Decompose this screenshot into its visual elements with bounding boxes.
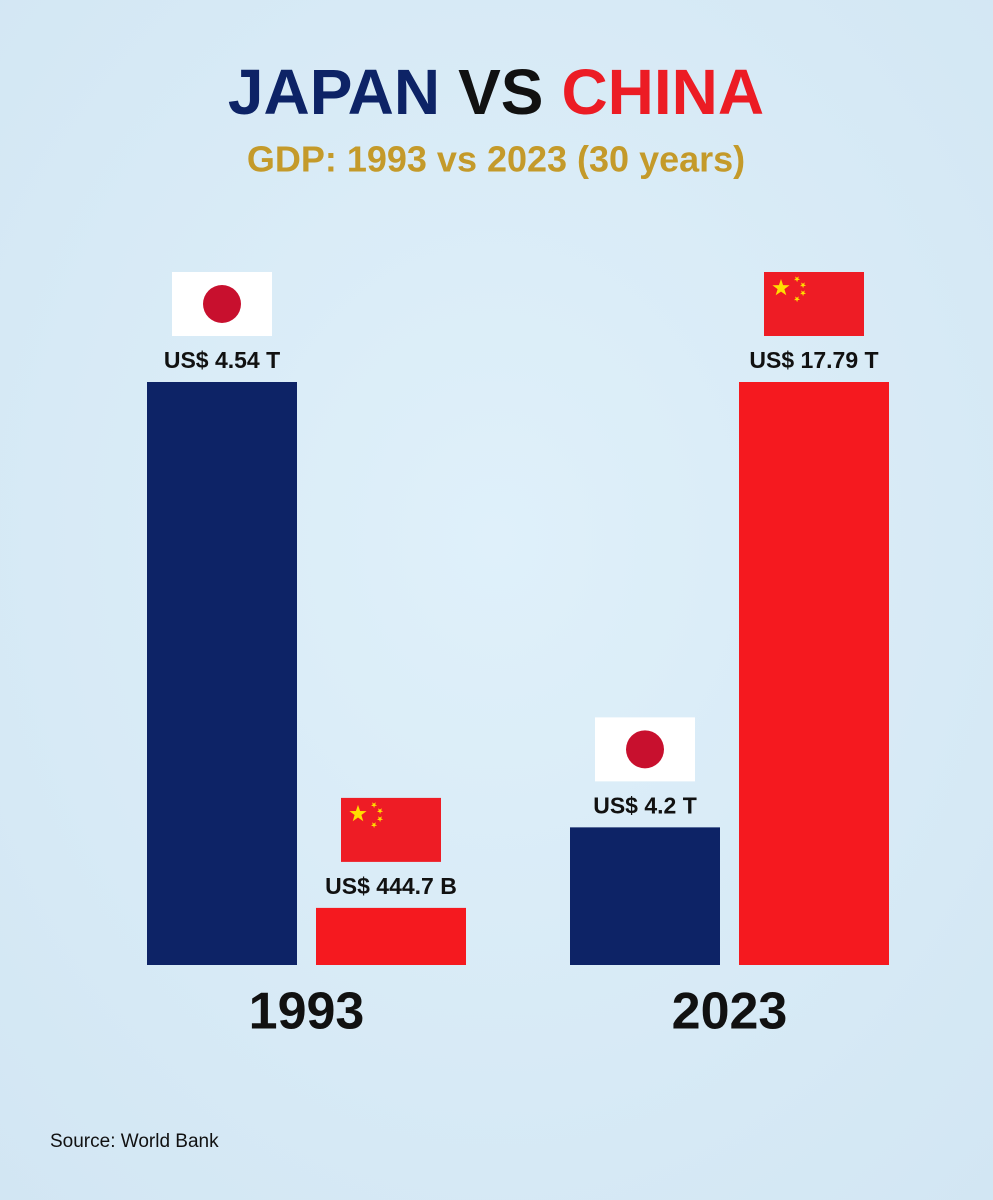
flag [764, 272, 864, 336]
x-tick-label: 2023 [672, 983, 788, 1041]
value-label: US$ 17.79 T [749, 347, 878, 373]
flag-star [377, 808, 384, 815]
flag-disc [203, 285, 241, 323]
source: Source: World Bank [50, 1131, 219, 1152]
chart-subtitle: GDP: 1993 vs 2023 (30 years) [247, 139, 745, 180]
value-label: US$ 444.7 B [325, 873, 457, 899]
flag [341, 797, 441, 862]
bar [316, 907, 466, 965]
title-word: JAPAN [228, 56, 440, 128]
value-label: US$ 4.54 T [164, 347, 280, 373]
x-tick-label: 1993 [249, 983, 365, 1041]
flag-star [794, 296, 801, 303]
flag-star [772, 279, 790, 296]
bar [739, 382, 889, 965]
flag-star [371, 822, 378, 829]
bar [570, 827, 720, 965]
chart-title: JAPAN VS CHINA [228, 56, 764, 128]
flag-star [349, 804, 367, 822]
value-label: US$ 4.2 T [593, 792, 697, 818]
title-word: CHINA [561, 56, 764, 128]
flag-star [377, 816, 384, 823]
flag-star [800, 282, 807, 289]
flag-star [800, 290, 807, 297]
bar [147, 382, 297, 965]
title-word: VS [458, 56, 543, 128]
flag-star [371, 802, 378, 809]
flag-star [794, 276, 801, 283]
flag-disc [626, 730, 664, 769]
